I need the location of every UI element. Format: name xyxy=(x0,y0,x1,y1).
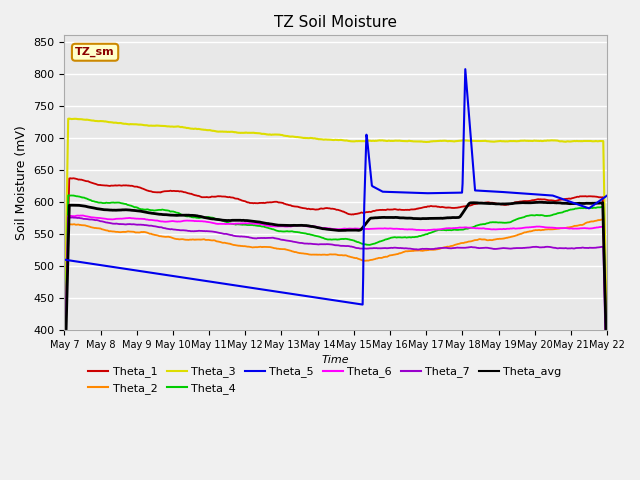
Legend: Theta_1, Theta_2, Theta_3, Theta_4, Theta_5, Theta_6, Theta_7, Theta_avg: Theta_1, Theta_2, Theta_3, Theta_4, Thet… xyxy=(84,362,566,398)
Theta_7 xyxy=(61,387,68,393)
Line: Theta_5: Theta_5 xyxy=(65,69,607,305)
Theta_2 xyxy=(493,236,501,242)
Theta_2 xyxy=(300,251,307,256)
Theta_4 xyxy=(494,220,502,226)
Theta_2 xyxy=(604,388,611,394)
Theta_5 xyxy=(604,192,611,198)
Theta_3 xyxy=(604,346,611,352)
Theta_5 xyxy=(359,302,367,308)
Theta_7 xyxy=(434,245,442,251)
Theta_1 xyxy=(434,204,442,210)
Theta_6 xyxy=(79,213,86,218)
Theta_5 xyxy=(461,66,469,72)
Theta_2 xyxy=(433,246,441,252)
Theta_4 xyxy=(61,375,68,381)
Theta_1 xyxy=(604,367,611,373)
Theta_1 xyxy=(61,380,68,386)
Theta_avg xyxy=(493,201,501,207)
Theta_7 xyxy=(604,402,611,408)
Theta_2 xyxy=(280,246,288,252)
Theta_7 xyxy=(484,245,492,251)
Line: Theta_avg: Theta_avg xyxy=(65,202,607,396)
Theta_1 xyxy=(67,175,74,181)
Theta_6 xyxy=(116,216,124,222)
Line: Theta_2: Theta_2 xyxy=(65,219,607,393)
Theta_3 xyxy=(434,138,442,144)
Text: TZ_sm: TZ_sm xyxy=(76,47,115,58)
Y-axis label: Soil Moisture (mV): Soil Moisture (mV) xyxy=(15,125,28,240)
Theta_avg xyxy=(604,371,611,376)
X-axis label: Time: Time xyxy=(322,355,349,365)
Theta_3 xyxy=(484,138,492,144)
Theta_6 xyxy=(484,226,492,232)
Theta_2 xyxy=(598,216,605,222)
Theta_6 xyxy=(300,223,308,228)
Theta_7 xyxy=(280,237,288,243)
Theta_6 xyxy=(434,227,442,232)
Theta_4 xyxy=(65,192,72,198)
Theta_4 xyxy=(300,230,308,236)
Theta_2 xyxy=(61,390,68,396)
Theta_2 xyxy=(116,229,124,235)
Theta_7 xyxy=(300,240,308,246)
Theta_2 xyxy=(484,238,492,243)
Theta_1 xyxy=(116,182,124,188)
Theta_3 xyxy=(61,334,68,340)
Theta_avg xyxy=(484,201,492,206)
Theta_3 xyxy=(280,133,288,139)
Theta_4 xyxy=(434,228,442,233)
Theta_avg xyxy=(535,199,543,205)
Theta_5 xyxy=(61,257,68,263)
Theta_avg xyxy=(280,223,288,228)
Theta_5 xyxy=(495,189,502,194)
Theta_avg xyxy=(116,207,124,213)
Title: TZ Soil Moisture: TZ Soil Moisture xyxy=(274,15,397,30)
Theta_5 xyxy=(434,190,442,196)
Theta_3 xyxy=(300,135,308,141)
Line: Theta_1: Theta_1 xyxy=(65,178,607,383)
Theta_1 xyxy=(484,199,492,205)
Theta_4 xyxy=(280,228,288,234)
Line: Theta_4: Theta_4 xyxy=(65,195,607,384)
Theta_3 xyxy=(116,120,124,126)
Theta_4 xyxy=(484,220,492,226)
Theta_5 xyxy=(485,188,493,194)
Theta_5 xyxy=(300,293,307,299)
Theta_avg xyxy=(433,216,441,221)
Line: Theta_3: Theta_3 xyxy=(65,119,607,349)
Theta_7 xyxy=(494,246,502,252)
Theta_4 xyxy=(116,200,124,206)
Theta_6 xyxy=(604,392,611,397)
Theta_7 xyxy=(65,215,72,220)
Theta_1 xyxy=(494,201,502,206)
Theta_avg xyxy=(61,393,68,399)
Theta_6 xyxy=(494,227,502,232)
Theta_5 xyxy=(280,290,288,296)
Theta_6 xyxy=(61,386,68,392)
Theta_3 xyxy=(65,116,73,121)
Theta_5 xyxy=(116,265,124,271)
Theta_6 xyxy=(280,224,288,229)
Line: Theta_7: Theta_7 xyxy=(65,217,607,405)
Theta_4 xyxy=(604,381,611,386)
Theta_3 xyxy=(494,138,502,144)
Theta_7 xyxy=(116,221,124,227)
Line: Theta_6: Theta_6 xyxy=(65,216,607,395)
Theta_1 xyxy=(300,205,308,211)
Theta_1 xyxy=(280,201,288,206)
Theta_avg xyxy=(300,223,307,228)
